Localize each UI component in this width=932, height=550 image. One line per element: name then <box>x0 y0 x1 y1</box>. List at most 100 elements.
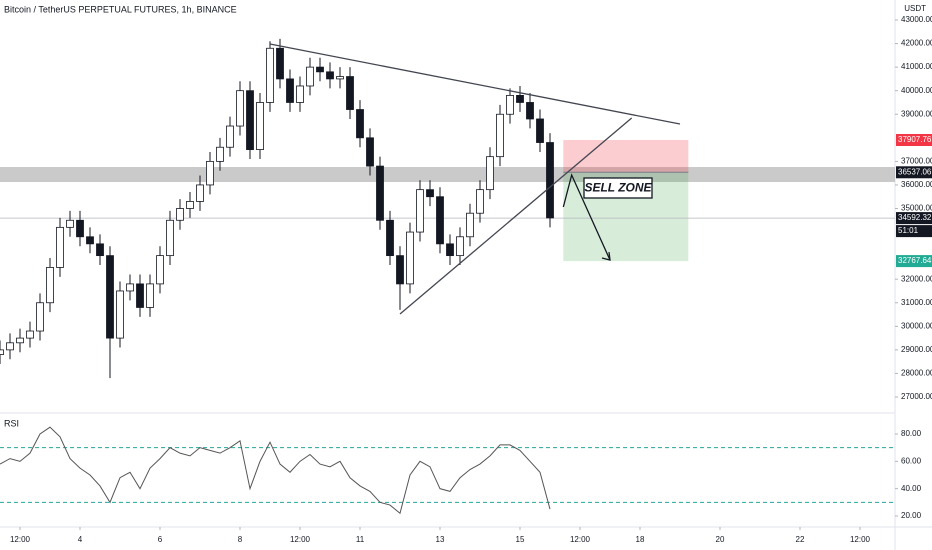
candle-body <box>96 243 104 257</box>
candle-body <box>506 95 514 115</box>
candle-body <box>76 219 84 238</box>
candle-body <box>116 290 124 339</box>
rsi-line <box>0 426 551 515</box>
y-tick-label: 29000.00 <box>901 345 932 354</box>
candle-body <box>286 78 294 103</box>
candle-body <box>316 66 324 73</box>
candle-body <box>6 342 14 351</box>
price-label-bg <box>896 166 932 179</box>
candle-body <box>406 231 414 285</box>
rsi-tick-label: 80.00 <box>901 429 922 438</box>
candle-body <box>326 71 334 80</box>
candle-body <box>456 236 464 257</box>
price-label: 34592.32 <box>898 213 932 222</box>
x-tick-label: 4 <box>78 535 83 544</box>
x-tick-label: 12:00 <box>10 535 31 544</box>
stop-zone <box>563 139 689 173</box>
x-tick-label: 18 <box>636 535 645 544</box>
arrow <box>562 173 611 261</box>
candle-body <box>386 219 394 257</box>
x-tick-label: 6 <box>158 535 163 544</box>
x-tick-label: 13 <box>436 535 445 544</box>
candle-body <box>146 283 154 308</box>
y-tick-label: 37000.00 <box>901 156 932 165</box>
candle-body <box>46 267 54 304</box>
y-tick-label: 27000.00 <box>901 392 932 401</box>
candle-body <box>346 76 354 110</box>
y-tick-label: 32000.00 <box>901 274 932 283</box>
candle-body <box>526 102 534 120</box>
support-zone <box>0 167 895 183</box>
annotation: SELL ZONE <box>584 181 652 195</box>
trendline <box>269 43 681 125</box>
candle-body <box>436 196 444 245</box>
y-tick-label: 36000.00 <box>901 180 932 189</box>
candle-body <box>66 219 74 228</box>
candle-body <box>126 283 134 292</box>
candle-body <box>426 189 434 198</box>
y-tick-label: 40000.00 <box>901 86 932 95</box>
y-tick-label: 41000.00 <box>901 62 932 71</box>
candle-body <box>366 137 374 167</box>
arrow-head <box>601 251 611 261</box>
candle-body <box>206 160 214 186</box>
y-tick-label: 31000.00 <box>901 298 932 307</box>
candle-body <box>216 146 224 162</box>
candle-body <box>296 85 304 103</box>
candle-body <box>246 90 254 150</box>
price-label: 36537.06 <box>898 167 932 176</box>
x-tick-label: 12:00 <box>850 535 871 544</box>
x-tick-label: 15 <box>516 535 525 544</box>
candle-body <box>86 236 94 245</box>
y-tick-label: 39000.00 <box>901 109 932 118</box>
candle-body <box>486 156 494 191</box>
candle-body <box>166 219 174 257</box>
x-tick-label: 12:00 <box>570 535 591 544</box>
price-label-bg <box>896 255 932 268</box>
candle-body <box>106 255 114 339</box>
candle-body <box>16 337 24 344</box>
rsi-tick-label: 40.00 <box>901 484 922 493</box>
y-tick-label: 35000.00 <box>901 204 932 213</box>
candle-body <box>336 76 344 80</box>
candle-body <box>156 255 164 285</box>
rsi-label: RSI <box>4 418 19 428</box>
candle-body <box>516 95 524 103</box>
chart-title: Bitcoin / TetherUS PERPETUAL FUTURES, 1h… <box>4 4 237 14</box>
candle-body <box>466 212 474 238</box>
candle-body <box>26 330 34 339</box>
candle-body <box>266 47 274 103</box>
candle-body <box>376 165 384 221</box>
trendline <box>399 117 633 315</box>
countdown-bg <box>896 225 932 238</box>
candle-body <box>396 255 404 285</box>
rsi-tick-label: 60.00 <box>901 456 922 465</box>
price-label: 32767.64 <box>898 256 932 265</box>
candle-body <box>256 102 264 150</box>
x-tick-label: 20 <box>716 535 725 544</box>
candle-body <box>536 118 544 143</box>
annotation-box <box>583 177 653 199</box>
candle-body <box>56 226 64 268</box>
countdown: 51:01 <box>898 226 919 235</box>
x-tick-label: 12:00 <box>290 535 311 544</box>
candle-body <box>196 184 204 202</box>
candle-body <box>176 208 184 221</box>
y-tick-label: 43000.00 <box>901 15 932 24</box>
candle-body <box>226 125 234 148</box>
candle-body <box>186 201 194 209</box>
candle-body <box>356 109 364 139</box>
candle-body <box>416 189 424 233</box>
y-tick-label: 28000.00 <box>901 369 932 378</box>
candle-body <box>0 349 4 355</box>
x-tick-label: 22 <box>796 535 805 544</box>
candle-body <box>236 90 244 127</box>
candle-body <box>496 113 504 158</box>
candle-body <box>36 302 44 332</box>
currency: USDT <box>904 4 926 13</box>
candle-body <box>136 283 144 308</box>
price-label-bg <box>896 133 932 146</box>
candle-body <box>446 243 454 257</box>
